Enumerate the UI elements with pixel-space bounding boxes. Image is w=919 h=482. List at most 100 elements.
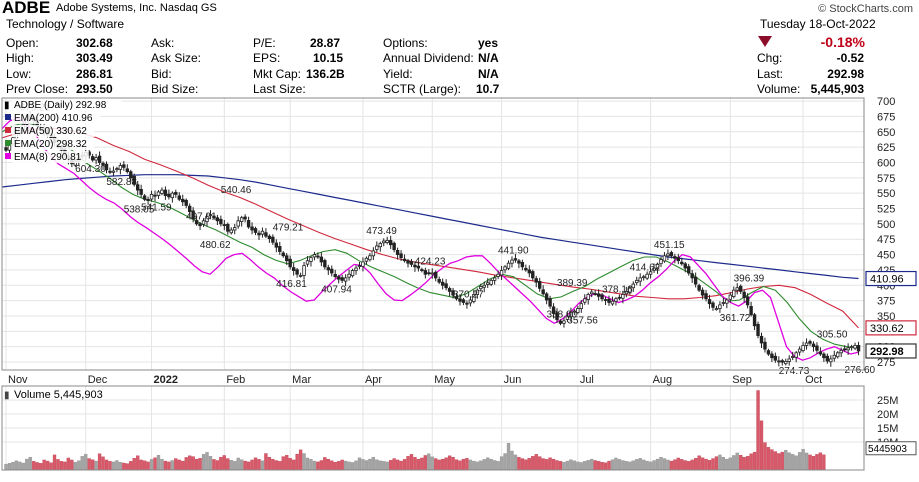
candle-body — [596, 293, 601, 297]
volume-tick-label: 10M — [877, 437, 898, 449]
candle-body — [492, 277, 497, 281]
bid-size-label: Bid Size: — [151, 82, 199, 96]
volume-bar — [756, 390, 760, 471]
date-tick-label: Sep — [732, 374, 752, 386]
volume-bar — [451, 456, 455, 471]
volume-icon: ▮ — [4, 390, 10, 401]
volume-bar — [371, 456, 376, 471]
candle-body — [756, 323, 760, 337]
volume-bar — [350, 462, 355, 471]
volume-bar — [496, 461, 500, 471]
dividend-label: Annual Dividend: — [383, 51, 474, 65]
volume-bar — [479, 460, 483, 471]
candle-body — [267, 235, 272, 240]
candle-body — [538, 281, 542, 289]
volume-bar — [583, 461, 587, 471]
candle-body — [714, 308, 719, 311]
candle-body — [607, 298, 611, 303]
volume-bar — [295, 453, 299, 471]
price-annotation: 441.90 — [498, 246, 529, 257]
legend-swatch — [5, 153, 11, 159]
volume-bar — [80, 456, 84, 471]
volume-bar — [551, 458, 556, 471]
volume-bar — [694, 458, 698, 471]
volume-bar — [7, 463, 12, 471]
price-tick-label: 675 — [877, 111, 895, 123]
candle-body — [184, 199, 188, 206]
candle-body — [84, 152, 88, 157]
candle-body — [461, 299, 466, 303]
volume-bar — [52, 454, 57, 471]
volume-bar — [271, 458, 275, 471]
price-tick-label: 425 — [877, 265, 895, 277]
volume-bar — [354, 460, 358, 471]
quote-date: Tuesday 18-Oct-2022 — [760, 17, 876, 31]
candle-body — [472, 294, 476, 302]
candle-body — [506, 262, 511, 269]
candle-body — [652, 267, 656, 271]
legend-bg — [12, 112, 100, 124]
candle-body — [839, 349, 843, 354]
candle-body — [243, 216, 247, 220]
eps-value: 10.15 — [313, 51, 344, 65]
volume-bar — [243, 460, 247, 471]
volume-bar — [648, 461, 653, 471]
volume-bar — [97, 453, 102, 471]
volume-bar — [645, 460, 649, 471]
candle-body — [749, 305, 753, 316]
candle-body — [593, 293, 597, 295]
candle-body — [229, 229, 233, 234]
candle-body — [804, 342, 809, 346]
ema-line-ema200 — [1, 174, 859, 280]
ema200-tag-box — [865, 270, 917, 287]
date-tick-label: Oct — [805, 374, 822, 386]
legend-entry: EMA(8) 290.81 — [14, 152, 82, 163]
candle-body — [226, 223, 230, 232]
volume-bar — [385, 461, 389, 471]
price-annotation: 396.39 — [734, 273, 765, 284]
volume-bar — [593, 460, 597, 471]
ema50-tag-box — [865, 320, 917, 336]
volume-bar — [499, 456, 504, 471]
volume-bar — [759, 420, 764, 471]
volume-bar — [801, 449, 805, 471]
credit-link[interactable]: © StockCharts.com — [818, 3, 913, 15]
price-tick-label: 525 — [877, 204, 895, 216]
volume-bar — [153, 457, 157, 471]
candle-body — [742, 291, 746, 298]
date-tick-label: May — [434, 374, 455, 386]
candle-body — [142, 195, 147, 200]
yield-value: N/A — [478, 67, 499, 81]
legend-bg — [12, 125, 95, 137]
volume-bar — [655, 458, 660, 471]
open-label: Open: — [6, 36, 39, 50]
candle-body — [770, 353, 774, 359]
volume-bar — [395, 459, 400, 471]
volume-bar — [111, 461, 116, 471]
candle-body — [264, 232, 268, 237]
volume-bar — [586, 460, 590, 471]
candle-body — [763, 341, 767, 350]
candle-body — [676, 257, 681, 262]
price-tick-label: 625 — [877, 142, 895, 154]
candle-body — [409, 261, 414, 265]
candle-body — [673, 256, 677, 259]
candle-body — [621, 294, 625, 299]
candle-body — [239, 217, 244, 222]
candle-body — [281, 252, 285, 257]
candle-body — [818, 351, 823, 355]
volume-bar — [628, 461, 632, 471]
ema200-tag: 410.96 — [870, 274, 904, 286]
dividend-value: N/A — [478, 51, 499, 65]
legend-bg — [12, 138, 95, 150]
candle-body — [811, 343, 816, 348]
volume-bar — [316, 461, 320, 471]
volume-bar — [108, 461, 112, 471]
options-value: yes — [478, 36, 499, 50]
candle-body — [388, 240, 393, 246]
volume-bar — [347, 461, 351, 471]
candle-body — [503, 266, 507, 271]
volume-bar — [763, 442, 767, 471]
candle-body — [444, 283, 448, 289]
volume-bar — [520, 458, 525, 471]
